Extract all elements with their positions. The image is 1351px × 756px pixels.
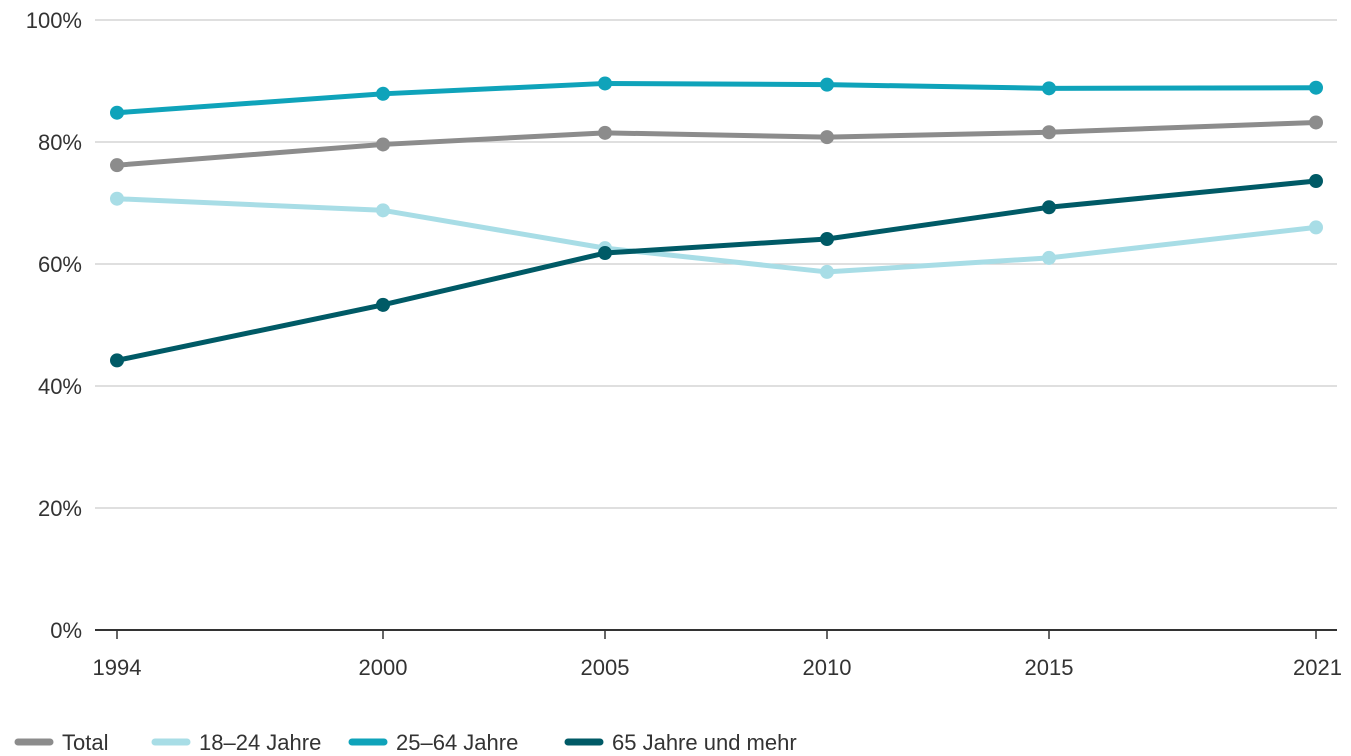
series-lines [110, 76, 1323, 368]
legend-item: 65 Jahre und mehr [564, 730, 797, 755]
data-point [376, 297, 390, 312]
data-point [820, 130, 834, 145]
series-line [114, 196, 1319, 275]
y-tick-label: 80% [38, 130, 82, 155]
data-point [376, 203, 390, 218]
legend-label: 65 Jahre und mehr [612, 730, 797, 755]
data-point [1309, 174, 1323, 189]
data-point [820, 231, 834, 246]
data-point [376, 86, 390, 101]
legend: Total 18–24 Jahre 25–64 Jahre 65 Jahre und … [14, 730, 797, 755]
x-tick-label: 2015 [1025, 655, 1074, 680]
x-tick-label: 2021 [1293, 655, 1342, 680]
legend-item: Total [14, 730, 108, 755]
x-axis-ticks: 1994 2000 2005 2010 2015 2021 [93, 630, 1342, 680]
y-tick-label: 20% [38, 496, 82, 521]
x-tick-label: 2000 [359, 655, 408, 680]
series-line [114, 80, 1319, 116]
legend-item: 25–64 Jahre [348, 730, 518, 755]
y-axis-tick-labels: 0% 20% 40% 60% 80% 100% [26, 8, 82, 643]
data-point [1309, 80, 1323, 95]
data-point [1309, 115, 1323, 130]
data-point [1309, 220, 1323, 235]
series-total [110, 115, 1323, 173]
x-tick-label: 2010 [803, 655, 852, 680]
y-tick-label: 100% [26, 8, 82, 33]
legend-label: Total [62, 730, 108, 755]
legend-item: 18–24 Jahre [151, 730, 321, 755]
series-65-jahre-und-mehr [110, 174, 1323, 368]
data-point [1042, 125, 1056, 140]
series-25-64-jahre [110, 76, 1323, 120]
data-point [820, 77, 834, 92]
data-point [110, 353, 124, 368]
data-point [598, 76, 612, 91]
series-line [114, 119, 1319, 168]
x-tick-label: 1994 [93, 655, 142, 680]
series-18-24-jahre [110, 191, 1323, 279]
data-point [1042, 200, 1056, 215]
data-point [1042, 81, 1056, 96]
data-point [376, 137, 390, 152]
legend-label: 18–24 Jahre [199, 730, 321, 755]
data-point [598, 246, 612, 261]
data-point [598, 125, 612, 140]
y-tick-label: 60% [38, 252, 82, 277]
gridlines [95, 19, 1337, 509]
data-point [110, 191, 124, 206]
data-point [1042, 250, 1056, 265]
series-line [114, 178, 1319, 363]
data-point [820, 264, 834, 279]
legend-label: 25–64 Jahre [396, 730, 518, 755]
y-tick-label: 0% [50, 618, 82, 643]
data-point [110, 105, 124, 120]
data-point [110, 158, 124, 173]
y-tick-label: 40% [38, 374, 82, 399]
x-tick-label: 2005 [581, 655, 630, 680]
